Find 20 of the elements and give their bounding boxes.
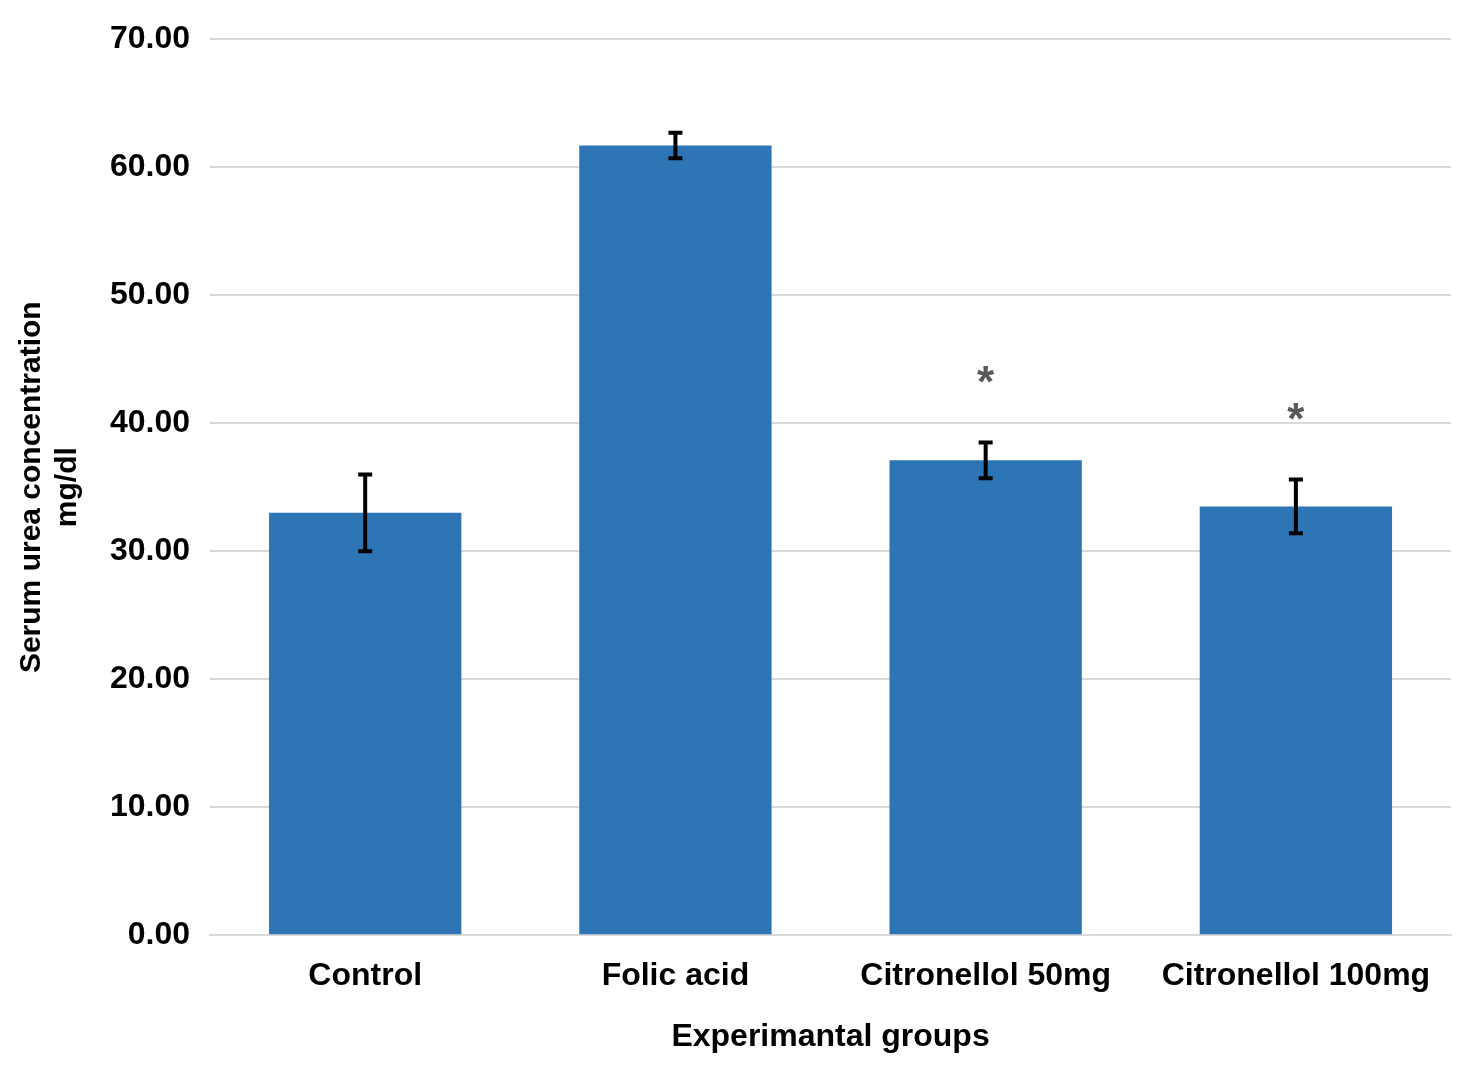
bar [579, 145, 772, 935]
bar [889, 460, 1082, 935]
y-tick-label: 0.00 [127, 915, 191, 952]
y-axis-title: Serum urea concentration mg/dl [13, 301, 83, 674]
data-label: * [1287, 393, 1306, 443]
y-tick-label: 10.00 [110, 787, 191, 824]
x-tick-label: Control [308, 956, 423, 993]
x-tick-label: Citronellol 50mg [860, 956, 1112, 993]
y-tick-label: 70.00 [110, 19, 191, 56]
x-tick-label: Folic acid [601, 956, 750, 993]
bar [269, 512, 462, 935]
y-tick-label: 40.00 [110, 403, 191, 440]
data-label: * [977, 356, 996, 406]
y-tick-label: 30.00 [110, 531, 191, 568]
y-tick-label: 50.00 [110, 275, 191, 312]
x-axis-title: Experimantal groups [671, 1016, 990, 1053]
bar [1199, 506, 1393, 935]
y-tick-label: 60.00 [110, 147, 191, 184]
y-tick-label: 20.00 [110, 659, 191, 696]
x-tick-label: Citronellol 100mg [1161, 956, 1431, 993]
